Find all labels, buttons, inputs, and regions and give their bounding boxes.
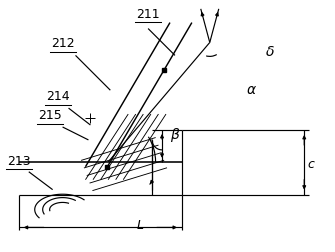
Text: 212: 212 [51, 37, 74, 50]
Text: c: c [308, 158, 315, 171]
Text: $\delta$: $\delta$ [265, 45, 274, 59]
Text: 215: 215 [38, 109, 62, 122]
Text: 211: 211 [136, 8, 160, 21]
Text: L: L [137, 219, 144, 232]
Text: 214: 214 [46, 90, 69, 103]
Text: 213: 213 [7, 155, 30, 168]
Text: $\beta$: $\beta$ [170, 126, 180, 144]
Text: $\alpha$: $\alpha$ [246, 83, 257, 97]
